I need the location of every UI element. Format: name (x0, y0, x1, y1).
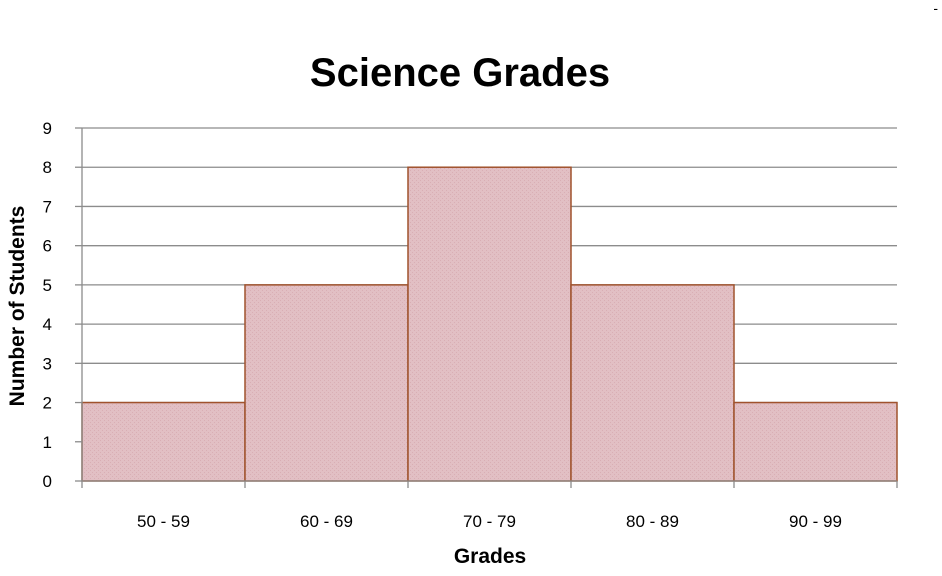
bar-60-69 (244, 284, 409, 482)
bars (81, 166, 898, 482)
x-tick-label-80-89: 80 - 89 (626, 512, 679, 531)
y-tick-label-0: 0 (43, 472, 52, 491)
corner-mark: - (933, 0, 938, 16)
axes (75, 127, 898, 488)
bar-90-99 (733, 401, 898, 482)
y-tick-label-6: 6 (43, 237, 52, 256)
bar-80-89 (570, 284, 735, 482)
x-tick-label-60-69: 60 - 69 (300, 512, 353, 531)
x-tick-labels: 50 - 59 60 - 69 70 - 79 80 - 89 90 - 99 (137, 512, 842, 531)
y-tick-label-8: 8 (43, 158, 52, 177)
chart-title: Science Grades (310, 51, 610, 95)
y-tick-labels: 0 1 2 3 4 5 6 7 8 9 (43, 119, 52, 491)
y-tick-label-2: 2 (43, 394, 52, 413)
y-tick-label-9: 9 (43, 119, 52, 138)
bar-50-59 (81, 401, 246, 482)
x-tick-label-70-79: 70 - 79 (463, 512, 516, 531)
y-tick-label-1: 1 (43, 433, 52, 452)
bar-70-79 (407, 166, 572, 482)
x-tick-label-50-59: 50 - 59 (137, 512, 190, 531)
y-tick-label-5: 5 (43, 276, 52, 295)
x-tick-label-90-99: 90 - 99 (789, 512, 842, 531)
y-tick-label-7: 7 (43, 197, 52, 216)
y-tick-label-3: 3 (43, 354, 52, 373)
x-axis-title: Grades (454, 545, 526, 568)
y-tick-label-4: 4 (43, 315, 52, 334)
y-axis-title: Number of Students (6, 206, 29, 407)
